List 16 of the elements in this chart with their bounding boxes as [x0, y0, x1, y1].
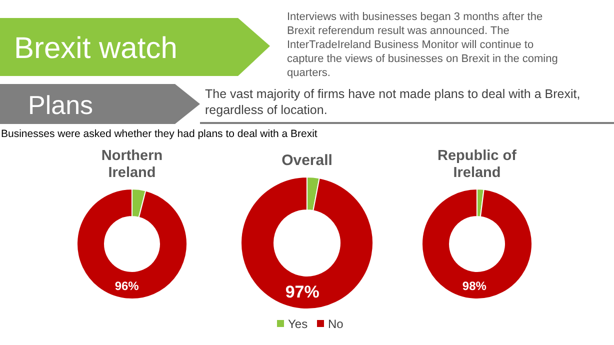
text: The vast majority of firms have not made plans to deal with a Brexit, regardless of location.: [205, 87, 580, 117]
legend-label: Yes: [288, 317, 308, 331]
legend-label: No: [328, 317, 344, 331]
text: Interviews with businesses began 3 months after the Brexit referendum result was announced. The InterTradeIreland Business Monitor will continue to capture the views of businesses on Brexit in the coming quarters.: [287, 11, 558, 79]
text: Plans: [28, 90, 94, 120]
donut-slice: [76, 188, 188, 300]
donut-slice: [422, 188, 532, 300]
data-label: 96%: [114, 278, 140, 293]
data-label: 98%: [462, 279, 487, 294]
chart-title: Northern Ireland: [101, 148, 163, 181]
donut-slice: [240, 176, 374, 310]
text: Businesses were asked whether they had plans to deal with a Brexit: [1, 128, 318, 140]
data-label: 97%: [285, 282, 320, 302]
chart-title: Overall: [282, 152, 332, 169]
text: Brexit watch: [14, 32, 178, 65]
chart-title: Republic of Ireland: [438, 148, 517, 181]
